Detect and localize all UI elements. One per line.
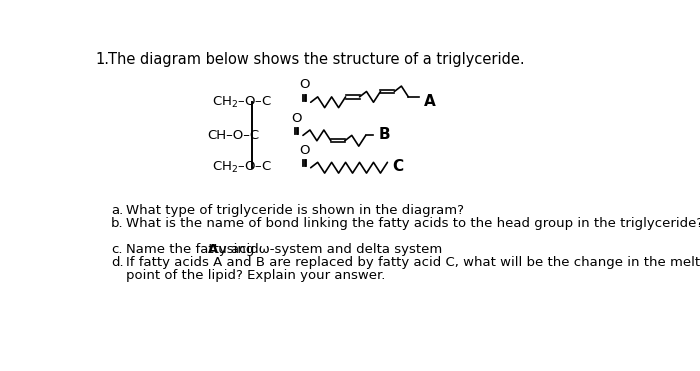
Text: CH$_2$–O–C: CH$_2$–O–C — [211, 160, 272, 175]
Text: C: C — [392, 160, 403, 174]
Text: Name the fatty acid: Name the fatty acid — [126, 243, 263, 256]
Text: CH$_2$–O–C: CH$_2$–O–C — [211, 95, 272, 110]
Text: O: O — [291, 112, 302, 125]
Text: a.: a. — [111, 204, 123, 217]
Text: The diagram below shows the structure of a triglyceride.: The diagram below shows the structure of… — [108, 52, 524, 67]
Text: O: O — [300, 144, 309, 157]
Text: What type of triglyceride is shown in the diagram?: What type of triglyceride is shown in th… — [126, 204, 464, 217]
Text: What is the name of bond linking the fatty acids to the head group in the trigly: What is the name of bond linking the fat… — [126, 217, 700, 230]
Text: A: A — [424, 94, 435, 109]
Text: O: O — [300, 79, 309, 92]
Text: using ω-system and delta system: using ω-system and delta system — [214, 243, 442, 256]
Text: A: A — [209, 243, 218, 256]
Text: B: B — [378, 127, 390, 142]
Text: b.: b. — [111, 217, 123, 230]
Text: CH–O–C: CH–O–C — [208, 129, 260, 142]
Text: If fatty acids A and B are replaced by fatty acid C, what will be the change in : If fatty acids A and B are replaced by f… — [126, 256, 700, 269]
Text: c.: c. — [111, 243, 122, 256]
Text: d.: d. — [111, 256, 123, 269]
Text: 1.: 1. — [95, 52, 109, 67]
Text: point of the lipid? Explain your answer.: point of the lipid? Explain your answer. — [126, 269, 386, 282]
